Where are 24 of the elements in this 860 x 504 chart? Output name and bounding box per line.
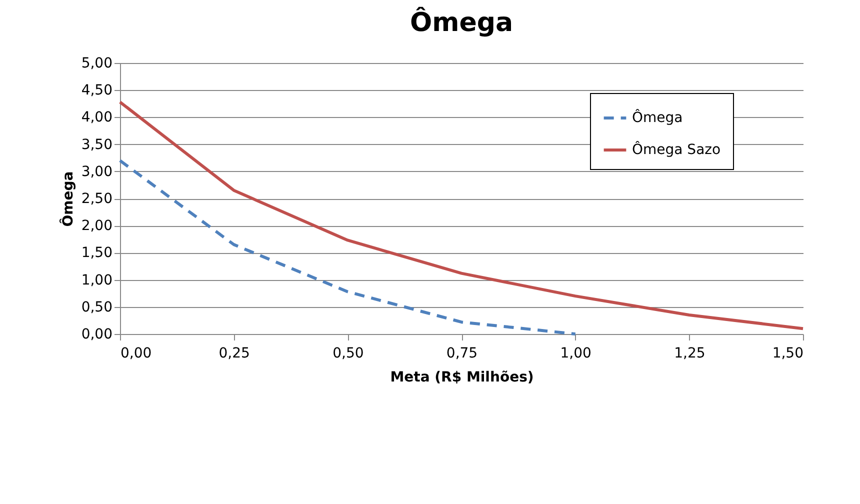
y-tick-label: 4,50 [81, 82, 112, 99]
x-axis-title: Meta (R$ Milhões) [390, 370, 534, 386]
y-axis-title: Ômega [59, 171, 76, 227]
y-tick-label: 4,00 [81, 110, 112, 126]
x-tick-label: 1,50 [772, 346, 804, 362]
x-tick-label: 0,00 [120, 346, 152, 362]
y-tick-label: 2,50 [81, 191, 112, 207]
y-tick-label: 3,50 [81, 136, 112, 153]
x-tick-label: 0,75 [446, 346, 478, 362]
legend-label: Ômega Sazo [632, 141, 721, 158]
y-tick-label: 3,00 [81, 164, 112, 180]
y-tick-label: 0,00 [81, 326, 112, 342]
x-tick-label: 1,00 [560, 346, 592, 362]
y-tick-label: 1,00 [81, 272, 112, 288]
legend-label: Ômega [632, 109, 683, 126]
line-series [118, 159, 577, 336]
chart-title: Ômega [410, 6, 513, 38]
y-tick-label: 2,00 [81, 218, 112, 234]
y-tick-label: 5,00 [81, 56, 112, 72]
x-tick-label: 1,25 [674, 346, 706, 362]
x-tick-label: 0,25 [218, 346, 250, 362]
x-tick-label: 0,50 [332, 346, 364, 362]
y-tick-label: 0,50 [81, 299, 112, 316]
y-tick-label: 1,50 [81, 245, 112, 262]
